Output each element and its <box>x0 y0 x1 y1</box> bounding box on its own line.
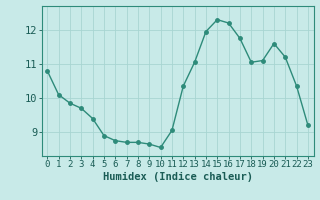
X-axis label: Humidex (Indice chaleur): Humidex (Indice chaleur) <box>103 172 252 182</box>
